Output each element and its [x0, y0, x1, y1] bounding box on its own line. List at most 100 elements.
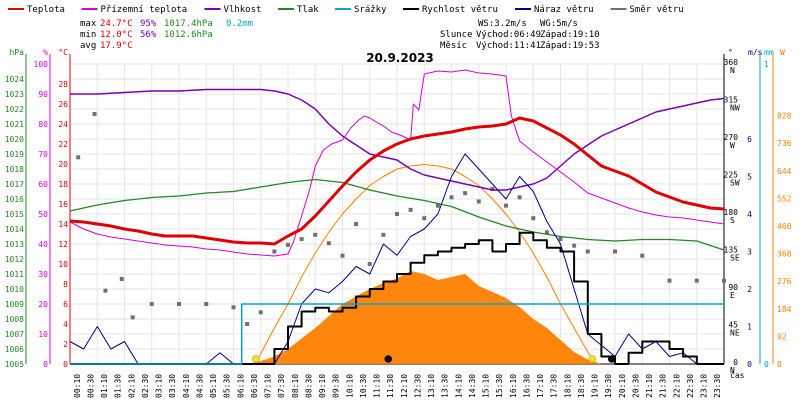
legend-label: Rychlost větru	[422, 5, 498, 15]
ms-axis-label: m/s	[748, 48, 763, 57]
time-tick: 05:30	[223, 374, 232, 398]
celsius-tick: 26	[58, 100, 68, 109]
celsius-tick: 10	[58, 260, 68, 269]
hpa-tick: 1006	[5, 345, 24, 354]
moonrise: Východ:11:41	[476, 41, 541, 51]
rain-total: 0.2mm	[226, 19, 253, 29]
time-tick: 06:30	[250, 374, 259, 398]
percent-tick: 10	[38, 330, 48, 339]
mm-axis-label: mm	[764, 48, 774, 57]
time-tick: 04:10	[182, 374, 191, 398]
hpa-tick: 1018	[5, 165, 24, 174]
wind-direction-point	[422, 216, 427, 221]
hpa-axis-label: hPa	[10, 48, 25, 57]
wind-direction-point	[286, 242, 290, 247]
wm2-tick: 736	[777, 139, 792, 148]
time-tick: 00:10	[73, 374, 82, 398]
direction-tick-value: 90	[728, 283, 738, 292]
direction-tick-value: 315	[724, 96, 739, 105]
sunrise: Východ:06:49	[476, 30, 541, 40]
celsius-tick: 6	[63, 300, 68, 309]
celsius-tick: 18	[58, 180, 68, 189]
time-tick: 14:30	[468, 374, 477, 398]
sunrise-marker	[252, 355, 260, 363]
hpa-tick: 1007	[5, 330, 24, 339]
moon-label: Měsíc	[440, 41, 467, 51]
celsius-tick: 4	[63, 320, 68, 329]
wind-direction-point	[119, 277, 124, 281]
avg-temp: 17.9°C	[100, 41, 133, 51]
hpa-tick: 1017	[5, 180, 24, 189]
percent-tick: 90	[38, 90, 48, 99]
wm2-tick: 0	[777, 360, 782, 369]
wm2-tick: 368	[777, 250, 792, 259]
moonset: Západ:19:53	[540, 41, 600, 51]
celsius-tick: 16	[58, 200, 68, 209]
direction-tick-name: E	[730, 291, 735, 300]
direction-axis-label: °	[728, 48, 733, 57]
hpa-tick: 1023	[5, 90, 24, 99]
direction-tick-value: 360	[724, 58, 739, 67]
time-tick: 09:10	[318, 374, 327, 398]
plot-area	[69, 69, 726, 365]
ms-tick: 3	[747, 248, 752, 257]
wind-direction-point	[613, 249, 617, 254]
wind-speed-info: WS:3.2m/s	[478, 19, 527, 29]
min-label: min	[80, 30, 96, 40]
time-tick: 18:30	[577, 374, 586, 398]
wind-direction-point	[354, 222, 359, 226]
direction-tick-value: 135	[724, 246, 739, 255]
hpa-tick: 1010	[5, 285, 24, 294]
time-tick: 18:10	[563, 374, 572, 398]
time-tick: 12:10	[400, 374, 409, 398]
hpa-tick: 1009	[5, 300, 24, 309]
legend-label: Přízemní teplota	[101, 5, 188, 15]
chart-title: 20.9.2023	[366, 51, 434, 65]
time-tick: 15:10	[482, 374, 491, 398]
ms-tick: 6	[747, 135, 752, 144]
legend-label: Náraz větru	[534, 5, 594, 15]
time-tick: 11:10	[373, 374, 382, 398]
celsius-tick: 14	[58, 220, 68, 229]
time-tick: 07:10	[264, 374, 273, 398]
time-tick: 04:30	[195, 374, 204, 398]
wind-direction-point	[395, 212, 399, 216]
wm2-tick: 276	[777, 277, 792, 286]
wm2-tick: 92	[777, 332, 787, 341]
direction-tick-value: 180	[724, 208, 739, 217]
rain-line	[70, 303, 724, 365]
wind-direction-point	[463, 191, 468, 196]
percent-tick: 50	[38, 210, 48, 219]
wind-direction-point	[272, 249, 277, 254]
wind-direction-point	[381, 232, 386, 237]
legend-label: Směr větru	[630, 5, 684, 15]
max-humidity: 95%	[140, 19, 157, 29]
celsius-tick: 20	[58, 160, 68, 169]
percent-tick: 80	[38, 120, 48, 129]
time-tick: 11:30	[386, 374, 395, 398]
celsius-tick: 0	[63, 360, 68, 369]
wind-direction-point	[640, 253, 645, 258]
direction-tick-value: 270	[724, 133, 739, 142]
time-tick: 10:30	[359, 374, 368, 398]
wind-direction-point	[340, 253, 345, 258]
legend-label: Teplota	[27, 5, 65, 15]
time-tick: 01:10	[100, 374, 109, 398]
time-tick: 16:10	[509, 374, 518, 398]
celsius-axis-label: °C	[58, 48, 68, 57]
time-tick: 06:10	[236, 374, 245, 398]
info-block: WS:3.2m/s WG:5m/s Slunce Východ:06:49 Zá…	[440, 19, 600, 51]
wind-direction-point	[103, 288, 108, 293]
time-tick: 02:30	[141, 374, 150, 398]
wind-direction-point	[326, 241, 331, 246]
time-tick: 19:30	[604, 374, 613, 398]
ms-tick: 2	[747, 285, 752, 294]
hpa-tick: 1005	[5, 360, 24, 369]
wm2-tick: 184	[777, 305, 792, 314]
wind-direction-point	[517, 195, 522, 200]
wind-direction-point	[572, 243, 577, 248]
moonrise-marker	[384, 355, 393, 363]
mm-tick: 1	[764, 60, 769, 69]
time-tick: 22:10	[672, 374, 681, 398]
wm2-tick: 552	[777, 194, 792, 203]
